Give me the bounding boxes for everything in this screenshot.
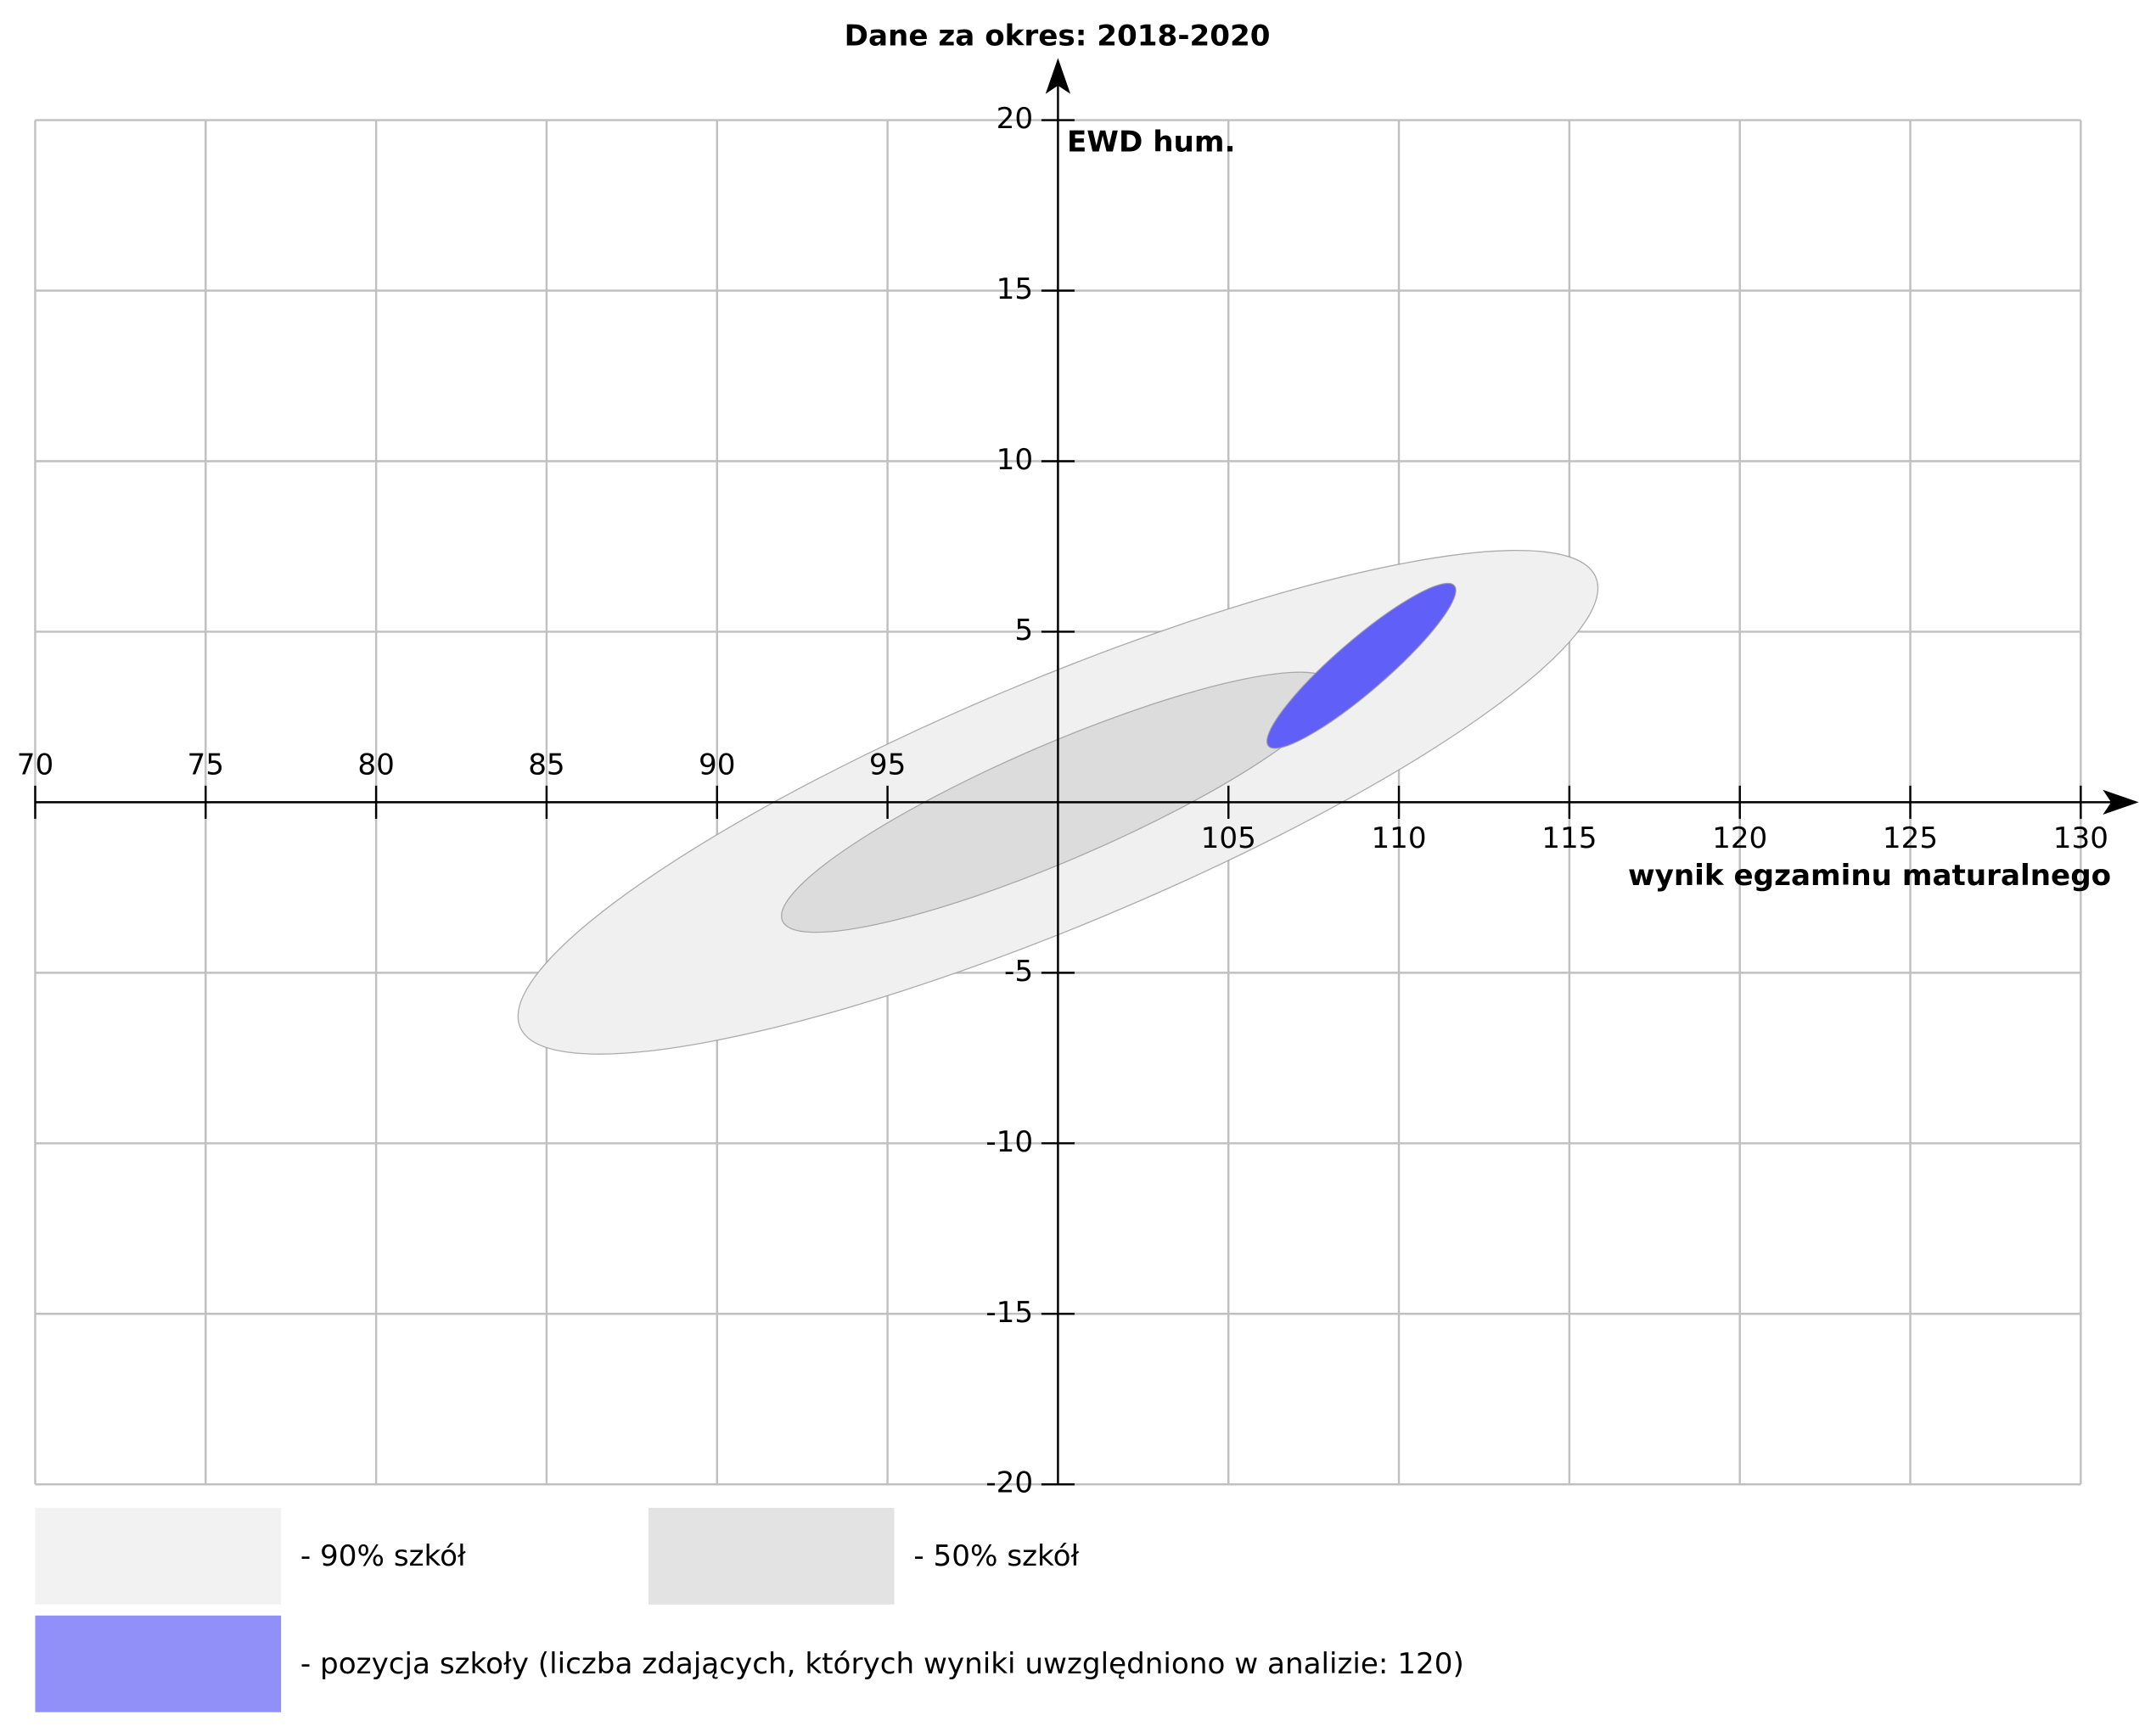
x-tick-label: 95 (869, 748, 906, 782)
legend-label: - 50% szkół (913, 1539, 1079, 1573)
x-tick-label: 110 (1371, 821, 1426, 855)
x-tick-label: 125 (1883, 821, 1938, 855)
x-tick-label: 120 (1712, 821, 1767, 855)
y-tick-label: 5 (1014, 614, 1033, 647)
y-tick-label: 15 (997, 272, 1033, 306)
x-tick-label: 105 (1201, 821, 1256, 855)
y-axis-label: EWD hum. (1067, 126, 1235, 160)
x-tick-label: 90 (699, 748, 735, 782)
x-tick-label: 130 (2053, 821, 2108, 855)
chart-title: Dane za okres: 2018-2020 (845, 19, 1271, 53)
x-tick-label: 85 (528, 748, 564, 782)
ellipse (1266, 582, 1457, 749)
x-tick-label: 70 (17, 748, 53, 782)
y-tick-label: -5 (1004, 955, 1033, 989)
x-tick-label: 80 (357, 748, 394, 782)
legend-swatch (648, 1507, 895, 1605)
y-tick-label: 20 (997, 102, 1033, 136)
y-axis-arrow (1045, 58, 1071, 94)
x-tick-label: 75 (188, 748, 224, 782)
y-tick-label: -20 (985, 1466, 1033, 1500)
x-axis-arrow (2103, 789, 2139, 815)
legend-swatch (35, 1615, 282, 1712)
legend-swatch (35, 1507, 282, 1605)
x-axis-label: wynik egzaminu maturalnego (1628, 859, 2111, 893)
y-tick-label: -10 (985, 1125, 1033, 1159)
legend-label: - pozycja szkoły (liczba zdających, któr… (300, 1647, 1464, 1681)
legend-label: - 90% szkół (300, 1539, 466, 1573)
y-tick-label: 10 (997, 443, 1033, 477)
y-tick-label: -15 (985, 1296, 1033, 1330)
x-tick-label: 115 (1541, 821, 1597, 855)
